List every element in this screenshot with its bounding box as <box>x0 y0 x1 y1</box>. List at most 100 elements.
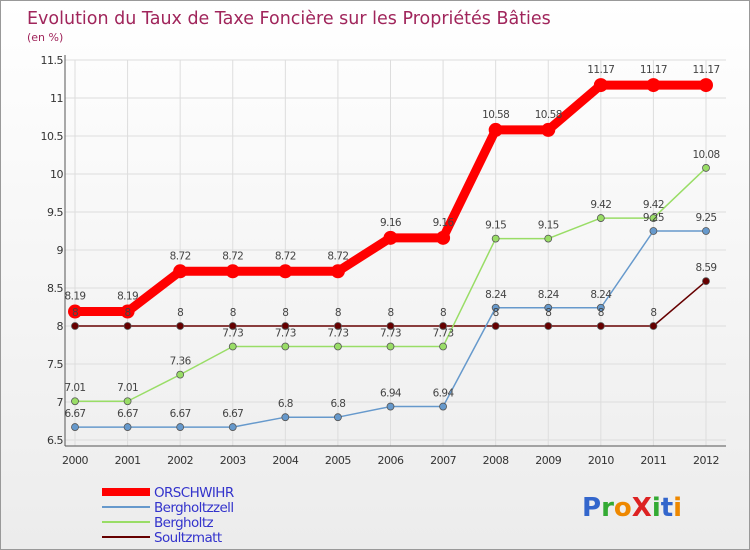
data-point <box>488 122 503 137</box>
data-label: 8 <box>440 307 446 319</box>
data-label: 8 <box>282 307 288 319</box>
data-point <box>176 423 185 431</box>
y-tick-label: 7.5 <box>47 358 63 371</box>
data-label: 9.42 <box>590 199 611 211</box>
x-tick-label: 2012 <box>693 454 719 467</box>
data-label: 7.73 <box>433 328 454 340</box>
data-label: 8.72 <box>222 250 243 262</box>
data-label: 8 <box>335 307 341 319</box>
data-point <box>544 322 553 330</box>
x-tick-label: 2004 <box>272 454 298 467</box>
data-point <box>123 322 132 330</box>
x-tick-label: 2006 <box>378 454 404 467</box>
y-tick-label: 10 <box>50 168 63 181</box>
data-label: 8 <box>387 307 393 319</box>
data-point <box>386 402 395 411</box>
data-label: 7.73 <box>222 328 243 340</box>
data-point <box>544 234 553 243</box>
data-label: 8.59 <box>696 262 717 274</box>
data-label: 8.19 <box>117 291 138 303</box>
data-label: 8 <box>493 307 499 319</box>
data-point <box>649 227 658 235</box>
data-label: 6.8 <box>330 398 345 410</box>
data-point <box>281 322 290 330</box>
chart-subtitle: (en %) <box>27 31 63 44</box>
data-point <box>702 277 710 286</box>
data-label: 8 <box>177 307 183 319</box>
data-point <box>541 122 556 137</box>
data-label: 9.25 <box>643 212 664 224</box>
data-label: 8.72 <box>275 250 296 262</box>
x-tick-label: 2010 <box>588 454 614 467</box>
data-label: 8 <box>598 307 604 319</box>
data-point <box>330 264 345 279</box>
data-label: 9.15 <box>485 220 506 232</box>
data-label: 7.73 <box>380 328 401 340</box>
data-label: 9.16 <box>380 217 402 229</box>
chart-title: Evolution du Taux de Taxe Foncière sur l… <box>27 9 551 29</box>
y-tick-label: 8.5 <box>47 282 63 295</box>
data-point <box>439 322 447 330</box>
data-point <box>123 423 132 431</box>
data-label: 6.94 <box>380 388 402 400</box>
data-label: 9.16 <box>433 217 455 229</box>
data-point <box>123 397 132 406</box>
data-point <box>699 78 713 93</box>
data-label: 7.01 <box>65 382 86 394</box>
y-tick-label: 9.5 <box>47 206 63 219</box>
data-point <box>225 264 240 279</box>
x-tick-label: 2003 <box>220 454 246 467</box>
data-label: 8.24 <box>538 289 560 301</box>
legend-label: Bergholtzzell <box>154 500 234 516</box>
data-point <box>278 264 293 279</box>
data-point <box>702 227 710 235</box>
x-tick-label: 2011 <box>640 454 666 467</box>
x-tick-label: 2009 <box>535 454 561 467</box>
data-point <box>646 78 661 93</box>
data-label: 8.24 <box>485 289 507 301</box>
data-label: 6.67 <box>222 408 243 420</box>
data-label: 9.25 <box>696 212 717 224</box>
data-label: 8.24 <box>590 289 612 301</box>
data-point <box>596 303 605 312</box>
data-point <box>228 423 237 431</box>
data-point <box>120 304 135 319</box>
data-point <box>334 413 342 422</box>
data-point <box>71 322 79 330</box>
x-tick-label: 2005 <box>325 454 351 467</box>
data-label: 10.58 <box>482 109 509 121</box>
data-point <box>173 264 188 279</box>
data-point <box>281 342 290 351</box>
x-tick-label: 2000 <box>62 454 88 467</box>
data-point <box>386 322 395 330</box>
x-tick-label: 2002 <box>167 454 193 467</box>
data-point <box>596 322 605 330</box>
x-tick-label: 2008 <box>483 454 509 467</box>
data-label: 8 <box>230 307 236 319</box>
y-tick-label: 8 <box>57 320 64 333</box>
data-point <box>702 164 710 172</box>
data-label: 10.08 <box>692 149 719 161</box>
data-point <box>176 322 185 330</box>
data-point <box>649 214 658 222</box>
logo-text: ProXiti <box>582 493 682 523</box>
data-label: 8 <box>650 307 656 319</box>
data-point <box>544 303 553 312</box>
data-label: 8 <box>72 307 78 319</box>
legend-label: ORSCHWIHR <box>154 485 234 501</box>
data-label: 10.58 <box>535 109 562 121</box>
data-point <box>649 322 658 330</box>
data-label: 6.94 <box>433 388 455 400</box>
proxiti-logo: ProXiti <box>582 493 682 523</box>
y-tick-label: 10.5 <box>41 130 64 143</box>
data-label: 7.36 <box>170 356 192 368</box>
y-tick-label: 9 <box>57 244 64 257</box>
data-point <box>71 397 79 406</box>
data-point <box>334 342 342 351</box>
y-tick-label: 7 <box>57 396 64 409</box>
y-tick-label: 11 <box>50 92 63 105</box>
data-label: 8.19 <box>65 291 86 303</box>
legend-label: Bergholtz <box>154 515 214 531</box>
legend-label: Soultzmatt <box>154 530 222 546</box>
